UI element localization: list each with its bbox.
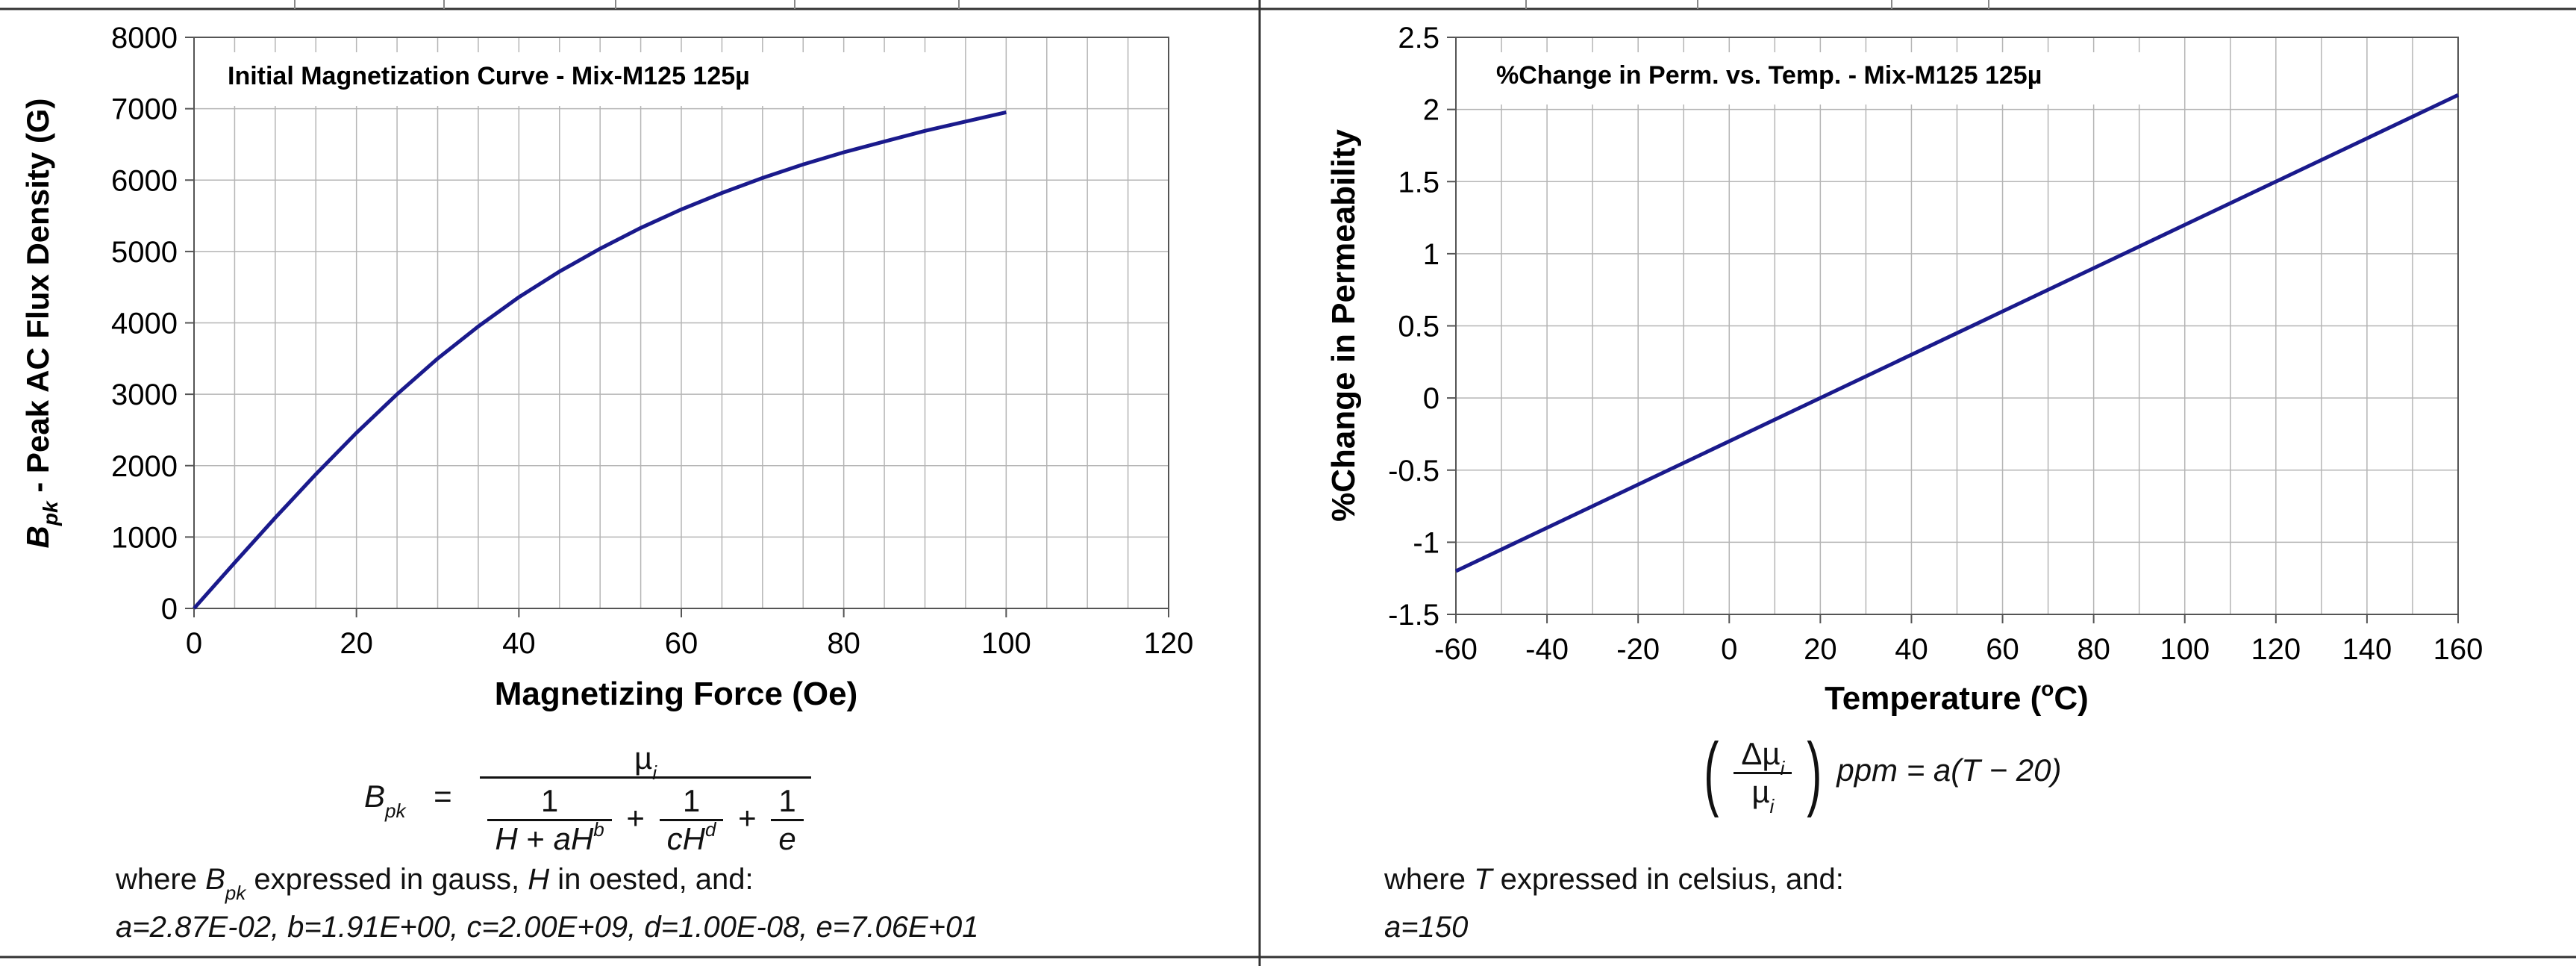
permeability-temp-chart: -1.5 -1 -0.5 0 0.5 1 1.5 2 2.5 -60 -40 -20 0 20 40 60 8… [1325, 22, 2483, 717]
formula-rhs: ppm = a(T − 20) [1836, 752, 2062, 788]
formula-term-2: 1 cHd [659, 783, 724, 857]
y-tick-label: 0.5 [1398, 311, 1439, 343]
y-tick-label: 1 [1423, 238, 1439, 271]
magnetization-curve [193, 110, 1007, 610]
magnetization-y-ticks: 0 1000 2000 3000 4000 5000 6000 7000 8000 [111, 22, 194, 626]
x-tick-label: 0 [186, 627, 202, 660]
x-tick-label: 80 [827, 627, 860, 660]
formula-equals: = [434, 779, 452, 814]
y-tick-label: 4000 [111, 308, 178, 340]
permeability-formula: ( Δµi µi ) ppm = a(T − 20) [1698, 726, 2062, 818]
y-tick-label: 0 [161, 593, 178, 626]
permeability-grid [1455, 37, 2459, 615]
magnetization-title-box [216, 52, 933, 106]
y-tick-label: -0.5 [1388, 455, 1439, 487]
y-tick-label: 0 [1423, 382, 1439, 415]
x-tick-label: 40 [502, 627, 536, 660]
magnetization-x-ticks: 0 20 40 60 80 100 120 [186, 608, 1194, 660]
y-tick-label: 1000 [111, 521, 178, 554]
x-tick-label: 120 [1144, 627, 1194, 660]
permeability-y-label: %Change in Permeability [1325, 129, 1362, 522]
permeability-x-label-end: C) [2054, 680, 2088, 717]
magnetization-coefficients: a=2.87E-02, b=1.91E+00, c=2.00E+09, d=1.… [116, 911, 979, 944]
permeability-where-line: where T expressed in celsius, and: [1384, 863, 1844, 896]
magnetization-where-line: where Bpk expressed in gauss, H in oeste… [116, 863, 754, 904]
permeability-x-label: Temperature (oC) [1825, 677, 2089, 717]
x-tick-label: -20 [1616, 633, 1660, 666]
top-strip-ticks [294, 0, 1989, 9]
y-tick-label: 8000 [111, 22, 178, 54]
y-tick-label: 7000 [111, 93, 178, 126]
formula-ratio-numerator: Δµi [1741, 735, 1785, 779]
magnetization-y-label-symbol: B [20, 526, 55, 548]
magnetization-grid [193, 37, 1169, 609]
x-tick-label: 60 [1986, 633, 2019, 666]
x-tick-label: 40 [1895, 633, 1928, 666]
formula-left-paren: ( [1704, 726, 1719, 818]
formula-right-paren: ) [1807, 726, 1822, 818]
y-tick-label: 5000 [111, 236, 178, 269]
magnetization-chart: 0 1000 2000 3000 4000 5000 6000 7000 8000 0 20 40 6… [20, 22, 1193, 712]
x-tick-label: 100 [2160, 633, 2210, 666]
y-tick-label: 3000 [111, 378, 178, 411]
formula-ratio-denominator: µi [1734, 771, 1792, 817]
x-tick-label: 20 [340, 627, 373, 660]
y-tick-label: 2 [1423, 94, 1439, 127]
y-tick-label: 2.5 [1398, 22, 1439, 54]
formula-lhs: Bpk [364, 779, 406, 823]
x-tick-label: 0 [1721, 633, 1737, 666]
formula-ratio: Δµi µi [1734, 735, 1792, 817]
x-tick-label: 140 [2342, 633, 2392, 666]
x-tick-label: 160 [2433, 633, 2483, 666]
permeability-y-ticks: -1.5 -1 -0.5 0 0.5 1 1.5 2 2.5 [1388, 22, 1456, 632]
y-tick-label: 2000 [111, 450, 178, 483]
magnetization-y-label: Bpk - Peak AC Flux Density (G) [20, 99, 62, 549]
permeability-coefficients: a=150 [1384, 911, 1469, 944]
x-tick-label: 20 [1804, 633, 1837, 666]
magnetization-x-label: Magnetizing Force (Oe) [495, 676, 857, 712]
magnetization-title: Initial Magnetization Curve - Mix-M125 1… [228, 62, 750, 90]
permeability-title-box [1481, 52, 2160, 105]
permeability-x-ticks: -60 -40 -20 0 20 40 60 80 100 120 140 160 [1434, 614, 2483, 666]
magnetization-y-label-rest: - Peak AC Flux Density (G) [20, 99, 55, 502]
x-tick-label: -40 [1525, 633, 1569, 666]
permeability-line [1454, 93, 2460, 573]
y-tick-label: -1 [1413, 526, 1439, 559]
x-tick-label: 120 [2251, 633, 2301, 666]
magnetization-y-label-sub: pk [39, 500, 62, 526]
x-tick-label: 100 [981, 627, 1031, 660]
y-tick-label: 6000 [111, 164, 178, 197]
permeability-x-label-text: Temperature ( [1825, 680, 2041, 717]
permeability-x-label-sup: o [2041, 677, 2054, 700]
x-tick-label: -60 [1434, 633, 1478, 666]
y-tick-label: 1.5 [1398, 166, 1439, 199]
formula-numerator: µi [634, 741, 657, 784]
x-tick-label: 60 [665, 627, 698, 660]
y-tick-label: -1.5 [1388, 599, 1439, 632]
x-tick-label: 80 [2077, 633, 2110, 666]
permeability-title: %Change in Perm. vs. Temp. - Mix-M125 12… [1496, 61, 2042, 90]
